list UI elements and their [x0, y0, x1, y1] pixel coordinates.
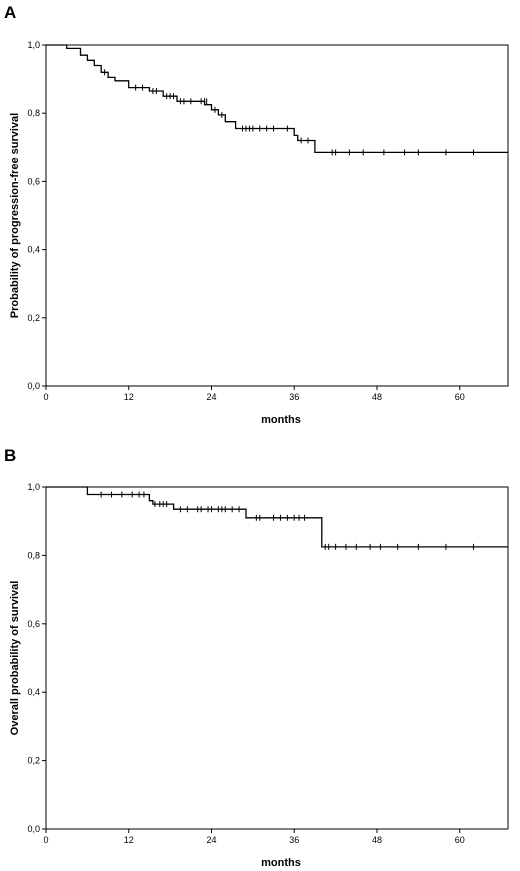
y-axis-title: Probability of progression-free survival [9, 113, 21, 318]
y-tick-label: 0,6 [27, 619, 40, 629]
y-tick-label: 1,0 [27, 40, 40, 50]
y-tick-label: 0,2 [27, 756, 40, 766]
plot-frame [45, 44, 509, 387]
y-tick-label: 0,2 [27, 313, 40, 323]
panel-letter: A [4, 3, 16, 22]
x-tick-label: 0 [43, 392, 48, 402]
x-tick-label: 36 [289, 392, 299, 402]
plot-frame [45, 486, 509, 830]
x-tick-label: 0 [43, 835, 48, 845]
x-tick-label: 12 [124, 392, 134, 402]
x-tick-label: 60 [455, 392, 465, 402]
y-tick-label: 0,8 [27, 550, 40, 560]
survival-curve [46, 44, 508, 154]
y-axis-title: Overall probability of survival [9, 581, 21, 736]
y-tick-label: 0,0 [27, 824, 40, 834]
x-tick-label: 24 [206, 392, 216, 402]
x-tick-label: 60 [455, 835, 465, 845]
x-axis-title: months [261, 857, 301, 869]
panel-b-os-chart: B 0,0 0,2 0,4 0,6 0,8 1,0 0 12 24 36 48 60 months Over… [4, 446, 509, 869]
x-tick-label: 48 [372, 392, 382, 402]
x-tick-label: 48 [372, 835, 382, 845]
y-tick-label: 1,0 [27, 482, 40, 492]
y-tick-label: 0,6 [27, 176, 40, 186]
x-tick-label: 12 [124, 835, 134, 845]
y-tick-label: 0,0 [27, 381, 40, 391]
panel-a-pfs-chart: A 0,0 0,2 0,4 0,6 0,8 1,0 0 12 24 36 48 60 months Prob… [4, 3, 509, 426]
y-tick-label: 0,4 [27, 245, 40, 255]
panel-letter: B [4, 446, 16, 465]
y-tick-label: 0,4 [27, 687, 40, 697]
y-tick-label: 0,8 [27, 108, 40, 118]
survival-curve [46, 486, 508, 548]
x-axis-title: months [261, 414, 301, 426]
x-tick-label: 36 [289, 835, 299, 845]
x-tick-label: 24 [206, 835, 216, 845]
